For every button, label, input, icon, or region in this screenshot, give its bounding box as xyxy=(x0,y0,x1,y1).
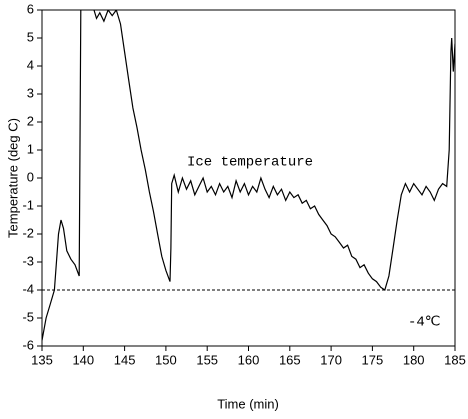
y-tick-label: -2 xyxy=(22,225,34,240)
y-tick-label: 0 xyxy=(27,169,34,184)
y-tick-label: 4 xyxy=(27,57,34,72)
x-tick-label: 175 xyxy=(362,352,384,367)
data-line xyxy=(42,10,455,341)
y-tick-label: 2 xyxy=(27,113,34,128)
y-tick-label: 3 xyxy=(27,85,34,100)
x-tick-label: 180 xyxy=(403,352,425,367)
y-tick-label: 1 xyxy=(27,141,34,156)
y-tick-label: -3 xyxy=(22,253,34,268)
x-tick-label: 165 xyxy=(279,352,301,367)
x-tick-label: 170 xyxy=(320,352,342,367)
x-tick-label: 135 xyxy=(31,352,53,367)
annotation: -4℃ xyxy=(408,315,441,331)
y-tick-label: -4 xyxy=(22,281,34,296)
y-tick-label: -5 xyxy=(22,309,34,324)
y-tick-label: -6 xyxy=(22,337,34,352)
y-tick-label: 5 xyxy=(27,29,34,44)
y-axis-label: Temperature (deg C) xyxy=(5,118,20,238)
annotation: Ice temperature xyxy=(187,155,313,171)
x-tick-label: 140 xyxy=(72,352,94,367)
y-tick-label: 6 xyxy=(27,1,34,16)
x-tick-label: 145 xyxy=(114,352,136,367)
plot-frame xyxy=(41,9,456,347)
x-tick-label: 150 xyxy=(155,352,177,367)
x-tick-label: 155 xyxy=(196,352,218,367)
x-tick-label: 160 xyxy=(238,352,260,367)
x-axis-label: Time (min) xyxy=(217,396,279,411)
y-tick-label: -1 xyxy=(22,197,34,212)
x-tick-label: 185 xyxy=(444,352,466,367)
